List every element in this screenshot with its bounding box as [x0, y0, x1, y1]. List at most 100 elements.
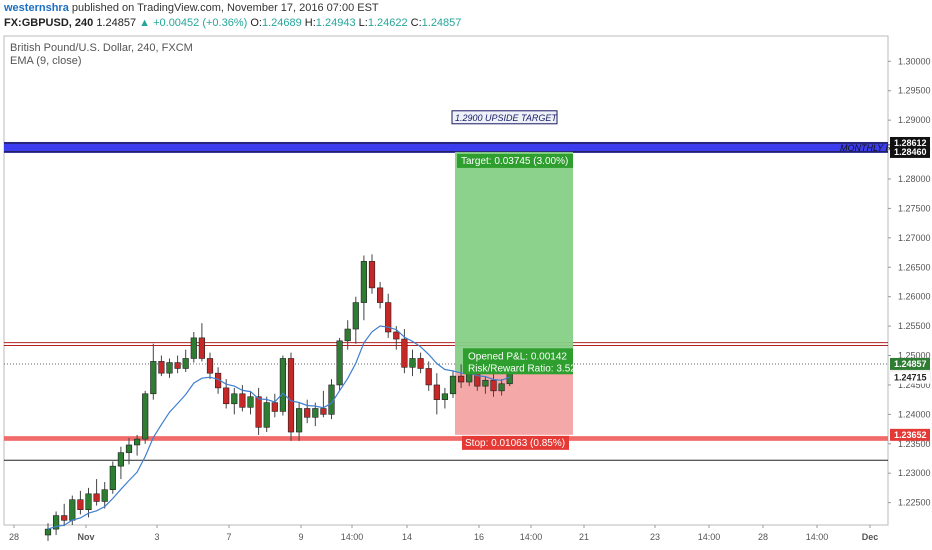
candle-body[interactable]: [312, 408, 319, 418]
candle-body[interactable]: [466, 372, 473, 383]
candle-body[interactable]: [360, 261, 368, 303]
candle-body[interactable]: [166, 362, 173, 374]
candle-body[interactable]: [263, 402, 270, 428]
low-label: L:: [358, 17, 368, 29]
candle-body[interactable]: [344, 328, 351, 342]
x-tick-label: 7: [226, 532, 231, 542]
candle-body[interactable]: [101, 489, 108, 502]
stop-label: Stop: 0.01063 (0.85%): [465, 438, 565, 449]
x-tick-label: 3: [154, 532, 159, 542]
candle-body[interactable]: [52, 515, 60, 530]
y-tick-label: 1.29500: [898, 86, 931, 96]
y-tick-label: 1.27500: [898, 203, 931, 213]
candle-body[interactable]: [279, 358, 287, 412]
pl-box: [463, 348, 573, 375]
ema-line: [47, 325, 510, 530]
target-label-box: [457, 153, 573, 168]
candle-body[interactable]: [393, 331, 400, 340]
candle-body[interactable]: [69, 499, 76, 521]
candle-body[interactable]: [223, 387, 230, 405]
candle-body[interactable]: [77, 499, 84, 511]
candle-body[interactable]: [44, 528, 52, 536]
candle-body[interactable]: [498, 383, 505, 392]
x-tick-label: 16: [474, 532, 484, 542]
candle-body[interactable]: [304, 408, 311, 418]
candle-body[interactable]: [134, 438, 141, 446]
support-band[interactable]: [4, 436, 888, 441]
upside-target-label: 1.2900 UPSIDE TARGET: [455, 113, 558, 123]
candle-body[interactable]: [247, 396, 254, 408]
candle-body[interactable]: [61, 515, 68, 521]
candle-body[interactable]: [449, 375, 457, 395]
candle-body[interactable]: [142, 393, 149, 440]
candle-body[interactable]: [117, 452, 124, 467]
candle-body[interactable]: [287, 358, 295, 433]
price-tag-zone-bottom: 1.28460: [894, 147, 927, 157]
y-tick-label: 1.28000: [898, 174, 931, 184]
author-link[interactable]: westernshra: [4, 2, 69, 14]
candle-body[interactable]: [457, 375, 465, 383]
y-tick-label: 1.24500: [898, 380, 931, 390]
candle-body[interactable]: [174, 362, 181, 369]
symbol-name[interactable]: FX:GBPUSD, 240: [4, 17, 94, 29]
candle-body[interactable]: [482, 379, 489, 387]
candle-body[interactable]: [231, 393, 238, 405]
x-tick-label: 14:00: [520, 532, 543, 542]
x-tick-label: 28: [758, 532, 768, 542]
price-tag-current-box: [890, 357, 930, 370]
candle-body[interactable]: [109, 465, 116, 490]
candle-body[interactable]: [441, 393, 449, 400]
publish-info: published on TradingView.com, November 1…: [71, 2, 379, 14]
candle-body[interactable]: [295, 408, 303, 433]
stop-zone[interactable]: [455, 372, 573, 435]
candle-body[interactable]: [425, 368, 432, 386]
x-tick-label: Nov: [77, 532, 94, 542]
price-tag-entry-box: [890, 371, 930, 384]
candle-body[interactable]: [158, 361, 165, 374]
x-tick-label: Dec: [862, 532, 879, 542]
price-tag-zone-top: 1.28612: [894, 138, 927, 148]
candle-body[interactable]: [255, 396, 262, 428]
candle-body[interactable]: [239, 393, 246, 408]
candle-body[interactable]: [150, 361, 157, 395]
y-tick-label: 1.27000: [898, 233, 931, 243]
candle-body[interactable]: [206, 358, 214, 374]
candle-body[interactable]: [368, 261, 376, 289]
stop-label-box: [462, 435, 569, 450]
price-tag-current: 1.24857: [894, 359, 927, 369]
candle-body[interactable]: [385, 302, 392, 333]
open-label: O:: [250, 17, 262, 29]
candle-body[interactable]: [320, 408, 327, 415]
candle-body[interactable]: [352, 302, 359, 330]
open-pl-label: Opened P&L: 0.00142: [468, 351, 567, 362]
candle-body[interactable]: [271, 402, 278, 412]
x-tick-label: 9: [298, 532, 303, 542]
price-tag-stop-box: [890, 428, 930, 441]
candle-body[interactable]: [401, 338, 408, 368]
candle-body[interactable]: [182, 358, 189, 369]
candle-body[interactable]: [376, 287, 384, 303]
y-tick-label: 1.26000: [898, 292, 931, 302]
y-tick-label: 1.24000: [898, 409, 931, 419]
target-label: Target: 0.03745 (3.00%): [461, 156, 568, 167]
price-tag-entry: 1.24715: [894, 373, 927, 383]
candle-body[interactable]: [125, 444, 133, 453]
y-tick-label: 1.23500: [898, 439, 931, 449]
risk-reward-label: Risk/Reward Ratio: 3.52: [468, 363, 576, 374]
x-tick-label: 23: [650, 532, 660, 542]
target-zone[interactable]: [455, 151, 573, 373]
upside-target-box[interactable]: [451, 110, 558, 125]
candle-body[interactable]: [433, 384, 440, 400]
monthly-zone[interactable]: [4, 141, 888, 153]
candle-body[interactable]: [409, 358, 416, 368]
candle-body[interactable]: [417, 358, 424, 369]
candle-body[interactable]: [490, 379, 497, 392]
candle-body[interactable]: [93, 493, 100, 502]
candle-body[interactable]: [198, 337, 206, 359]
candle-body[interactable]: [85, 493, 92, 511]
candle-body[interactable]: [336, 340, 343, 386]
close-label: C:: [410, 17, 422, 29]
last-price: 1.24857: [96, 17, 137, 29]
candle-body[interactable]: [190, 337, 197, 359]
